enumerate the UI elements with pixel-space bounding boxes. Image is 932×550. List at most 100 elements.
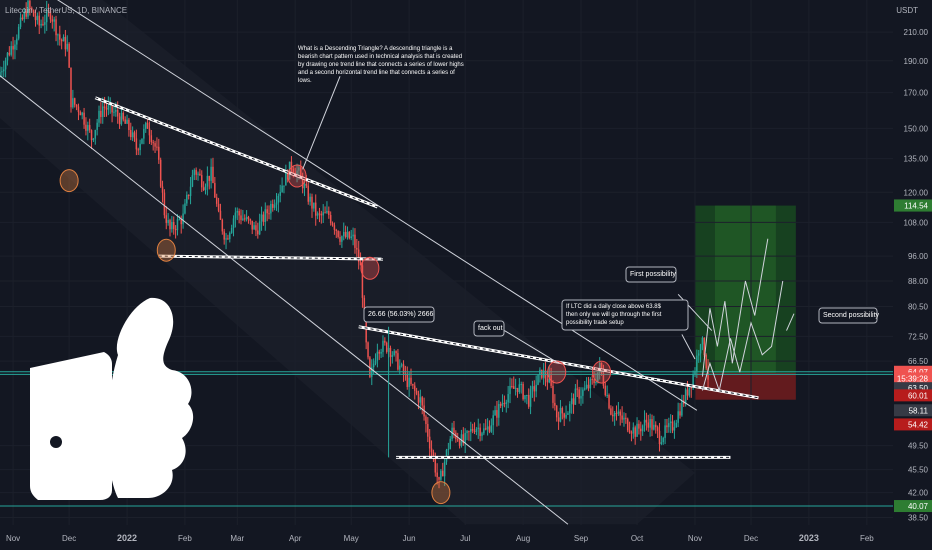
candle-body xyxy=(10,46,12,55)
candle-body xyxy=(275,202,278,205)
candle-body xyxy=(318,213,321,215)
candle-body xyxy=(419,397,422,403)
candle-body xyxy=(45,10,48,23)
candle-body xyxy=(684,389,687,404)
candle-body xyxy=(16,38,18,45)
candle-body xyxy=(298,167,300,171)
channel-upper-line xyxy=(57,0,698,411)
candle-body xyxy=(509,385,511,395)
candle-body xyxy=(567,413,569,415)
candle-body xyxy=(264,209,267,222)
candle-body xyxy=(546,378,549,383)
candle-body xyxy=(481,433,483,436)
candle-body xyxy=(55,19,57,36)
candle-body xyxy=(245,216,248,220)
ltc-note: If LTC did a daily close above 63.8$ xyxy=(566,304,662,310)
price-tick: 72.50 xyxy=(908,332,929,341)
thumbs-up-icon xyxy=(30,297,194,500)
price-axis: 210.00 190.00 170.00 150.00 135.00 120.00 108.… xyxy=(893,0,932,550)
candle-body xyxy=(597,372,599,382)
candle-body xyxy=(483,428,485,434)
candle-body xyxy=(585,384,588,389)
candle-body xyxy=(77,106,80,113)
candle-body xyxy=(322,212,324,216)
candle-body xyxy=(413,385,416,391)
candle-body xyxy=(53,19,55,22)
candle-body xyxy=(563,413,565,418)
candle-body xyxy=(701,337,704,345)
candle-body xyxy=(111,103,113,113)
candle-body xyxy=(70,67,72,108)
candle-body xyxy=(238,211,240,216)
price-tick: 120.00 xyxy=(904,188,929,197)
channel-lower-line xyxy=(0,75,569,525)
time-tick: Nov xyxy=(6,534,20,543)
candle-body xyxy=(625,417,627,419)
price-tick: 135.00 xyxy=(904,155,929,164)
candle-body xyxy=(505,402,508,404)
candle-body xyxy=(139,143,141,151)
candle-body xyxy=(23,11,26,20)
time-tick: May xyxy=(344,534,359,543)
currency-label: USDT xyxy=(896,6,918,15)
second-possibility-label-box xyxy=(818,307,878,324)
candle-body xyxy=(615,413,618,415)
candle-body xyxy=(285,171,287,186)
candle-body xyxy=(449,438,451,450)
price-axis-bg xyxy=(893,0,932,550)
candle-body xyxy=(32,10,35,17)
candle-body xyxy=(578,389,580,399)
candle-body xyxy=(522,383,524,400)
candle-body xyxy=(260,214,263,222)
candle-body xyxy=(219,210,222,220)
candle-body xyxy=(658,430,661,445)
low-marker xyxy=(156,238,176,262)
candle-body xyxy=(456,438,459,441)
candle-body xyxy=(21,17,24,20)
candle-body xyxy=(380,351,382,354)
price-tick: 150.00 xyxy=(904,124,929,133)
descending-triangle-note: bearish chart pattern used in technical … xyxy=(298,54,462,60)
candle-body xyxy=(191,175,194,187)
candle-body xyxy=(679,411,681,416)
candle-body xyxy=(555,405,558,418)
candle-body xyxy=(178,219,181,221)
candle-body xyxy=(331,223,334,226)
candle-body xyxy=(131,132,134,138)
candle-body xyxy=(19,17,22,27)
candle-body xyxy=(279,191,281,196)
fakeout-label: fack out xyxy=(478,325,503,332)
time-tick: Feb xyxy=(178,534,192,543)
candle-body xyxy=(574,388,577,405)
low-marker xyxy=(59,169,79,193)
candle-body xyxy=(498,403,500,418)
candle-body xyxy=(180,219,182,225)
candle-body xyxy=(249,219,252,221)
candle-body xyxy=(619,411,621,416)
descending-triangle-note: What is a Descending Triangle? A descend… xyxy=(298,46,453,52)
measure-label-group: 26.66 (56.03%) 2666 xyxy=(363,306,435,323)
candle-body xyxy=(626,418,629,431)
price-tick: 88.00 xyxy=(908,277,929,286)
descending-triangle-note-group: What is a Descending Triangle? A descend… xyxy=(298,46,464,84)
measure-label: 26.66 (56.03%) 2666 xyxy=(368,311,433,318)
candle-body xyxy=(421,397,423,406)
candle-body xyxy=(552,385,554,403)
candle-body xyxy=(242,218,244,220)
candle-body xyxy=(81,112,83,116)
candle-body xyxy=(518,384,521,392)
candle-body xyxy=(570,398,573,404)
candle-body xyxy=(475,429,478,432)
candle-body xyxy=(443,461,446,477)
candle-body xyxy=(201,175,203,188)
time-tick: Aug xyxy=(516,534,530,543)
candle-body xyxy=(14,44,16,50)
candle-body xyxy=(632,427,635,434)
candle-body xyxy=(589,379,592,389)
candle-body xyxy=(477,427,480,430)
candle-body xyxy=(348,231,351,239)
candle-body xyxy=(462,434,465,444)
candle-body xyxy=(204,186,207,191)
price-tick: 42.00 xyxy=(908,489,929,498)
